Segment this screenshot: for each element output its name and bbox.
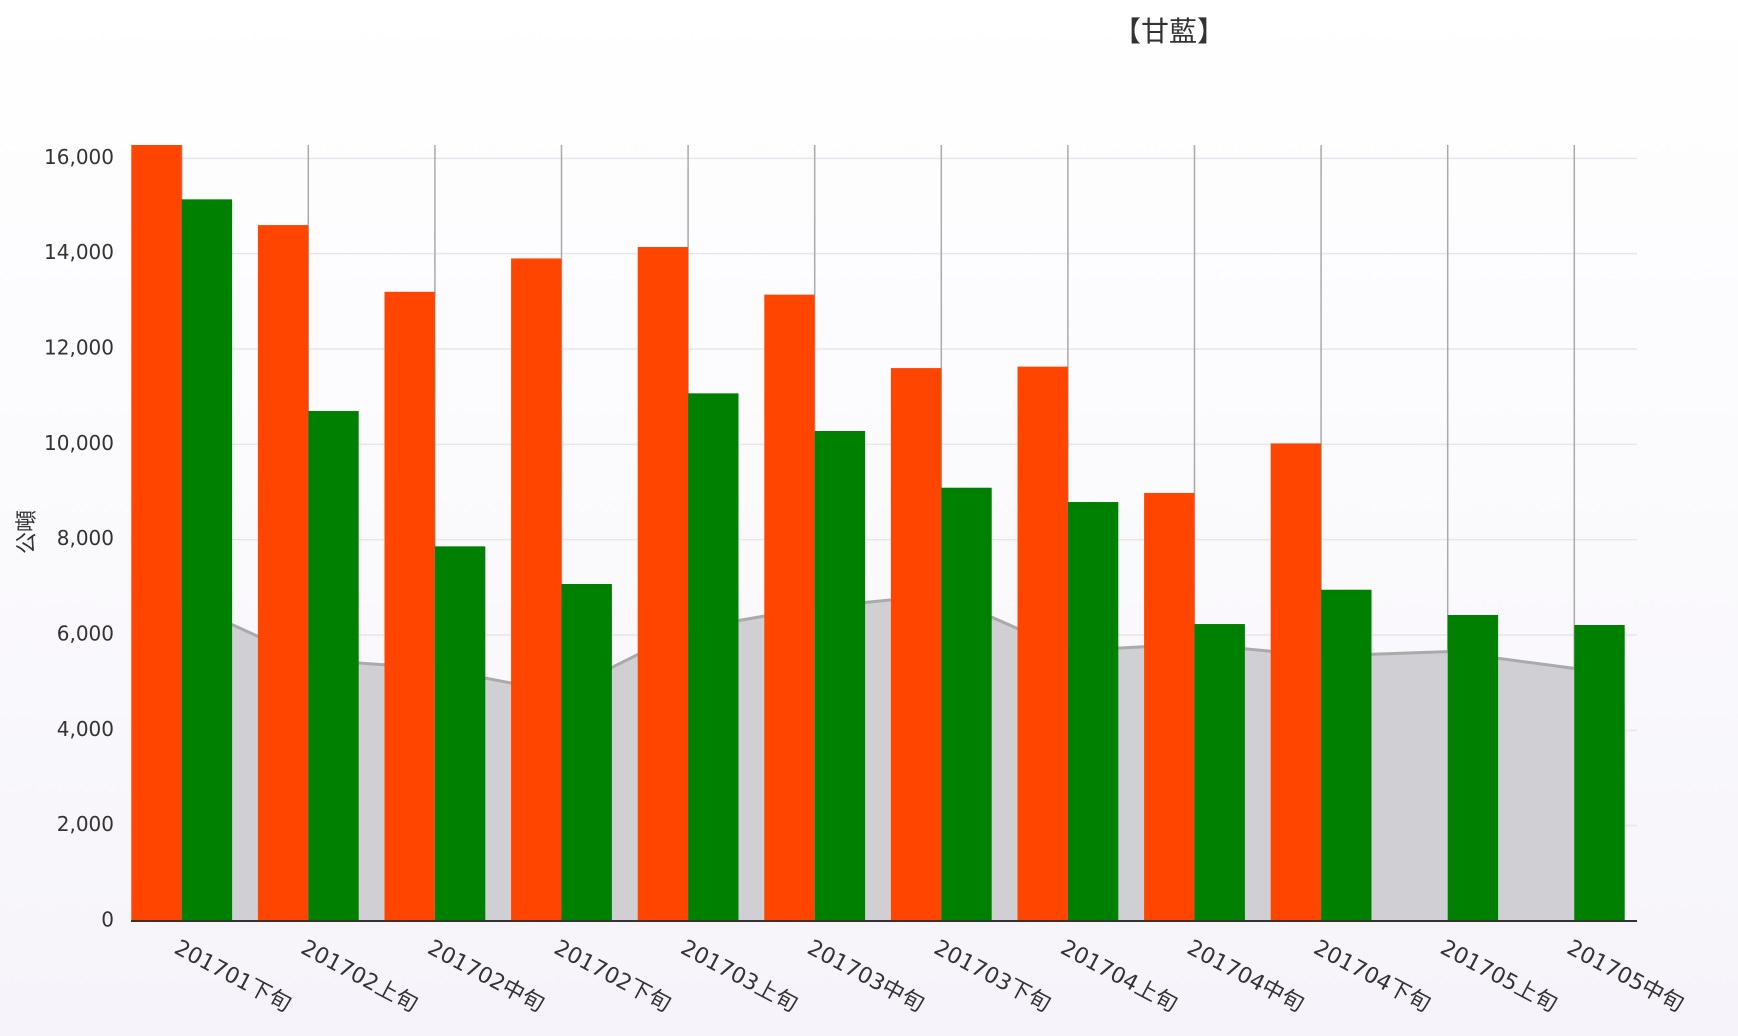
y-tick-label: 8,000 — [57, 526, 114, 550]
y-tick-label: 2,000 — [57, 812, 114, 836]
x-tick-label: 201704中旬 — [1183, 936, 1308, 1018]
x-tick-label: 201702下旬 — [550, 936, 675, 1018]
x-tick-label: 201704下旬 — [1309, 936, 1434, 1018]
y-axis-label: 公噸 — [15, 510, 40, 554]
y-tick-label: 0 — [101, 908, 114, 932]
bar — [1447, 614, 1499, 921]
y-tick-label: 4,000 — [57, 717, 114, 741]
bar — [511, 258, 562, 921]
bar — [890, 368, 942, 921]
bar — [1321, 589, 1372, 921]
x-tick-label: 201705中旬 — [1563, 936, 1688, 1018]
bar — [941, 487, 992, 921]
x-tick-label: 201702上旬 — [297, 936, 422, 1018]
bar — [561, 584, 612, 921]
bar — [131, 145, 182, 921]
y-tick-label: 12,000 — [44, 336, 114, 360]
x-tick-label: 201703上旬 — [676, 936, 801, 1018]
bar — [384, 291, 435, 922]
y-tick-label: 16,000 — [44, 145, 114, 169]
bar — [181, 199, 233, 922]
y-tick-label: 6,000 — [57, 622, 114, 646]
bar — [1574, 624, 1625, 921]
bar — [308, 410, 359, 921]
x-tick-label: 201705上旬 — [1436, 936, 1561, 1018]
chart-title: 【甘藍】 — [1113, 15, 1225, 48]
y-tick-label: 14,000 — [44, 240, 114, 264]
x-tick-label: 201703中旬 — [803, 936, 928, 1018]
x-tick-label: 201703下旬 — [930, 936, 1055, 1018]
bar — [434, 546, 486, 921]
x-tick-label: 201702中旬 — [423, 936, 548, 1018]
x-tick-label: 201704上旬 — [1056, 936, 1181, 1018]
bar — [1017, 366, 1068, 921]
bar — [637, 247, 689, 922]
bar — [1067, 502, 1119, 921]
bar — [1270, 443, 1322, 921]
bar — [814, 430, 866, 921]
bar — [1194, 624, 1245, 921]
x-tick-label: 201701下旬 — [170, 936, 295, 1018]
y-tick-label: 10,000 — [44, 431, 114, 455]
bar — [1144, 492, 1195, 921]
bar — [257, 225, 309, 922]
bar — [688, 393, 739, 921]
bar — [764, 294, 815, 921]
